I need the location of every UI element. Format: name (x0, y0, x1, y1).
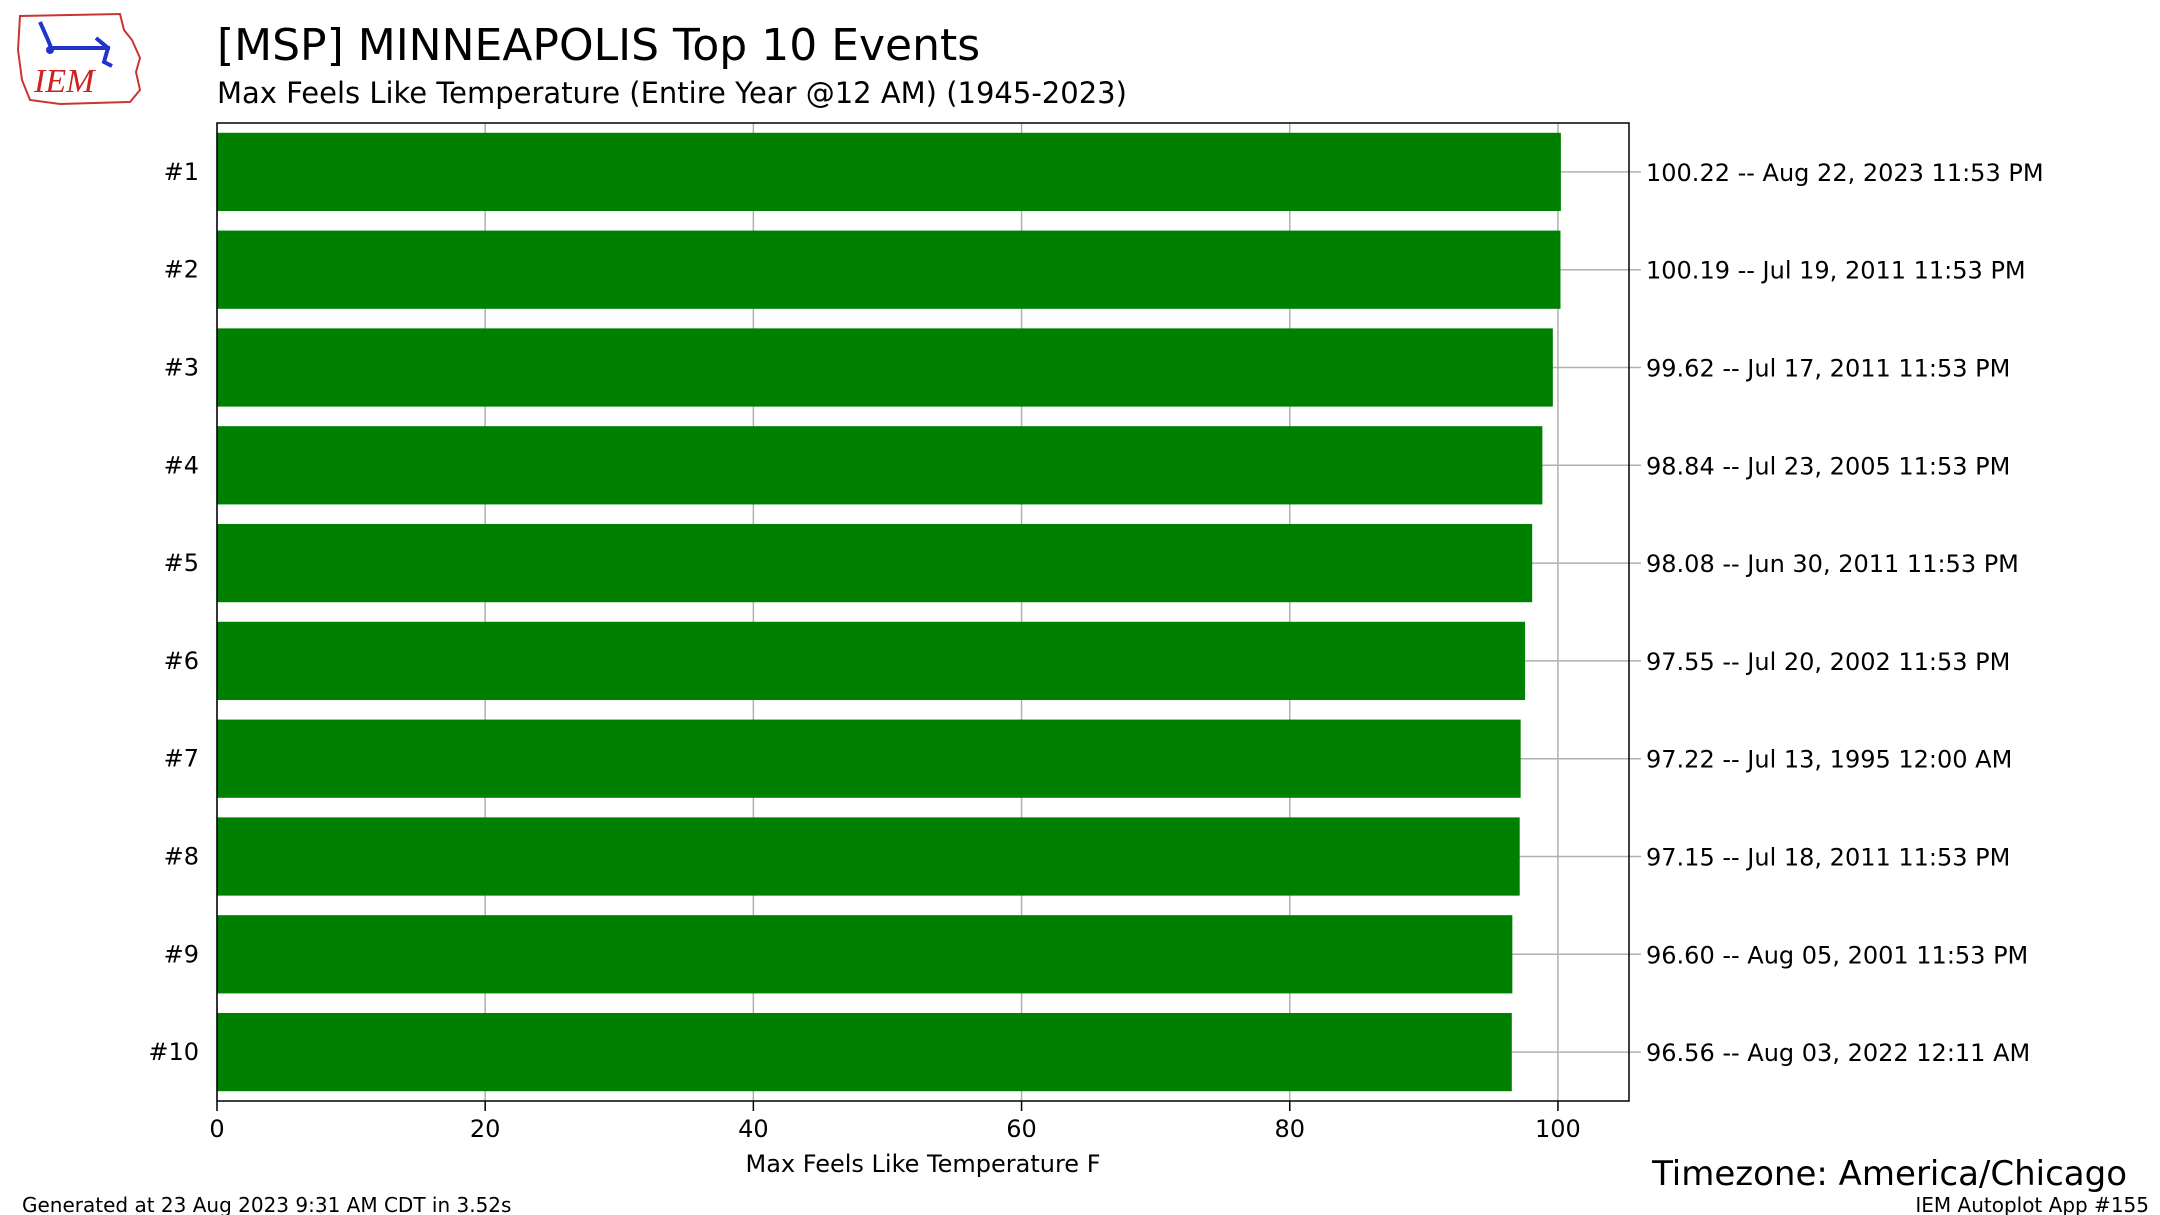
logo-text: IEM (33, 63, 96, 100)
chart-subtitle: Max Feels Like Temperature (Entire Year … (217, 76, 1127, 110)
x-tick-label: 0 (209, 1115, 224, 1143)
event-label: 99.62 -- Jul 17, 2011 11:53 PM (1646, 355, 2010, 383)
bar (217, 719, 1521, 798)
x-tick-labels: 0 20 40 60 80 100 (209, 1101, 1581, 1143)
y-tick-labels: #1 #2 #3 #4 #5 #6 #7 #8 #9 #10 (148, 158, 199, 1066)
y-tick-label: #9 (164, 940, 199, 968)
event-label: 100.19 -- Jul 19, 2011 11:53 PM (1646, 257, 2026, 285)
bar (217, 426, 1543, 505)
bar (217, 1012, 1512, 1092)
y-tick-label: #7 (164, 745, 199, 773)
y-tick-label: #2 (164, 256, 199, 284)
event-label: 96.60 -- Aug 05, 2001 11:53 PM (1646, 941, 2028, 969)
y-tick-label: #1 (164, 158, 199, 186)
bar (217, 230, 1561, 309)
x-tick-label: 60 (1006, 1115, 1037, 1143)
x-tick-label: 40 (738, 1115, 769, 1143)
event-label: 97.15 -- Jul 18, 2011 11:53 PM (1646, 844, 2010, 872)
y-tick-label: #5 (164, 549, 199, 577)
x-tick-label: 20 (470, 1115, 501, 1143)
bar (217, 817, 1520, 896)
timezone-label: Timezone: America/Chicago (1651, 1154, 2127, 1194)
bar (217, 621, 1526, 701)
event-label: 98.08 -- Jun 30, 2011 11:53 PM (1646, 550, 2019, 578)
event-label: 100.22 -- Aug 22, 2023 11:53 PM (1646, 159, 2044, 187)
x-tick-label: 80 (1274, 1115, 1305, 1143)
plot-frame (216, 122, 1630, 1102)
event-label: 97.22 -- Jul 13, 1995 12:00 AM (1646, 746, 2012, 774)
y-tick-label: #10 (148, 1038, 199, 1066)
event-label: 96.56 -- Aug 03, 2022 12:11 AM (1646, 1039, 2030, 1067)
right-labels: 100.22 -- Aug 22, 2023 11:53 PM 100.19 --… (1646, 159, 2044, 1067)
generated-note: Generated at 23 Aug 2023 9:31 AM CDT in … (22, 1193, 511, 1215)
bar (217, 328, 1553, 407)
event-label: 98.84 -- Jul 23, 2005 11:53 PM (1646, 452, 2010, 480)
bars (217, 132, 1561, 1092)
bar (217, 523, 1533, 603)
bar (217, 132, 1561, 212)
iem-logo: IEM (16, 12, 142, 106)
x-tick-label: 100 (1535, 1115, 1581, 1143)
y-tick-label: #8 (164, 843, 199, 871)
event-label: 97.55 -- Jul 20, 2002 11:53 PM (1646, 648, 2010, 676)
x-axis-label: Max Feels Like Temperature F (745, 1150, 1100, 1178)
y-tick-label: #3 (164, 354, 199, 382)
bar (217, 915, 1513, 994)
chart-title: [MSP] MINNEAPOLIS Top 10 Events (217, 20, 980, 71)
app-credit: IEM Autoplot App #155 (1915, 1193, 2149, 1215)
y-tick-label: #6 (164, 647, 199, 675)
y-tick-label: #4 (164, 451, 199, 479)
